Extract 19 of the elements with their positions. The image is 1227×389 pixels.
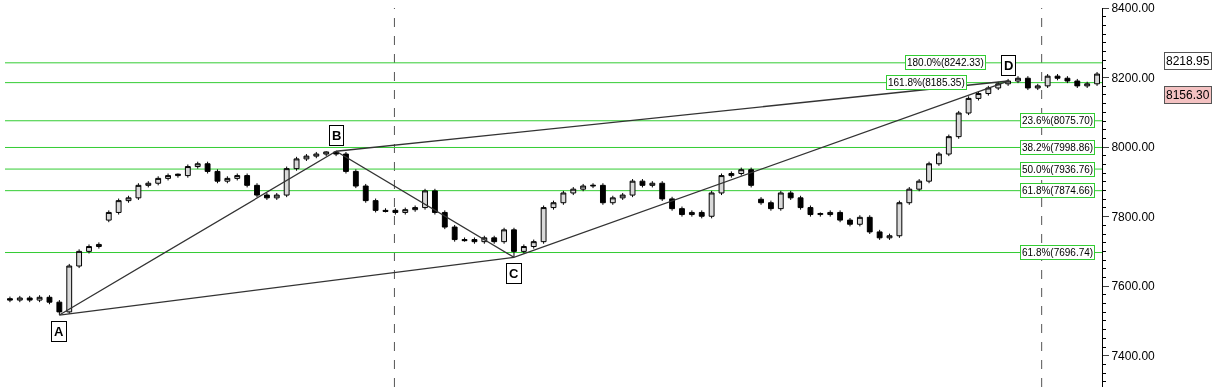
ref-line-label: 38.2%(7998.86) xyxy=(1022,142,1094,153)
annotation: A xyxy=(54,324,64,339)
ref-line-label: 61.8%(7874.66) xyxy=(1022,185,1094,196)
ref-line-label: 61.8%(7696.74) xyxy=(1022,247,1094,258)
y-tick-label: 8400.00 xyxy=(1111,1,1156,16)
annotation: B xyxy=(332,128,342,143)
y-tick-label: 7600.00 xyxy=(1111,279,1156,294)
text: 8156.30 xyxy=(1166,88,1210,102)
y-tick-label: 8000.00 xyxy=(1111,140,1156,155)
ref-line-label: 161.8%(8185.35) xyxy=(888,77,965,88)
annotation: C xyxy=(509,266,519,281)
y-tick-label: 7400.00 xyxy=(1111,348,1156,363)
text: 8218.95 xyxy=(1166,54,1210,68)
y-tick-label: 8200.00 xyxy=(1111,70,1156,85)
ref-line-label: 180.0%(8242.33) xyxy=(907,57,984,68)
y-tick-label: 7800.00 xyxy=(1111,209,1156,224)
ref-line-label: 50.0%(7936.76) xyxy=(1022,164,1094,175)
annotation: D xyxy=(1004,58,1014,73)
ref-line-label: 23.6%(8075.70) xyxy=(1022,115,1094,126)
